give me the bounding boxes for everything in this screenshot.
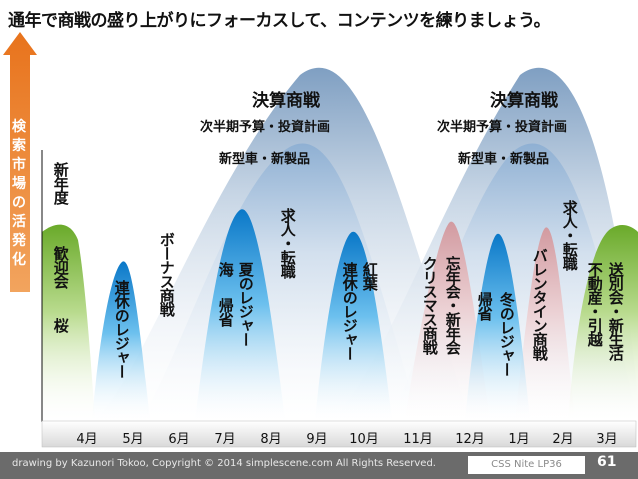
label-christmas-sale: クリスマス商戦 (420, 256, 439, 354)
blue-wave-autumn (315, 231, 392, 420)
month-label: 12月 (455, 432, 485, 447)
month-label: 5月 (122, 432, 144, 447)
label-winter-leisure: 冬のレジャー (497, 292, 516, 376)
pink-wave-christmas (405, 221, 490, 420)
label-summer-leisure: 夏のレジャー (236, 262, 255, 346)
month-label: 4月 (76, 432, 98, 447)
label-homecoming-summer: 帰省 (216, 298, 235, 326)
month-label: 3月 (596, 432, 618, 447)
green-wave-march (568, 225, 638, 420)
blue-wave-summer (195, 209, 285, 420)
x-axis-bar (41, 420, 637, 448)
big-wave-left-sub1: 次半期予算・投資計画 (200, 120, 331, 135)
big-wave-left-sub2: 新型車・新製品 (219, 152, 311, 167)
big-wave-right-sub2: 新型車・新製品 (458, 152, 550, 167)
big-wave-right-sub1: 次半期予算・投資計画 (437, 120, 568, 135)
label-winter-homecoming: 帰省 (475, 292, 494, 320)
label-year-end-parties: 忘年会・新年会 (443, 256, 462, 354)
month-label: 8月 (260, 432, 282, 447)
month-label: 6月 (168, 432, 190, 447)
label-new-fiscal-year: 新年度 (51, 162, 70, 204)
label-welcome-party: 歓迎会 (51, 246, 70, 288)
month-label: 10月 (349, 432, 379, 447)
page-title: 通年で商戦の盛り上がりにフォーカスして、コンテンツを練りましょう。 (8, 11, 551, 31)
label-job-transfer-1: 求人・転職 (278, 208, 297, 278)
label-cherry-blossom: 桜 (51, 318, 70, 332)
label-job-transfer-2: 求人・転職 (560, 200, 579, 270)
label-autumn-leisure: 連休のレジャー (340, 262, 359, 360)
copyright-text: drawing by Kazunori Tokoo, Copyright © 2… (12, 458, 436, 469)
month-label: 9月 (306, 432, 328, 447)
label-valentine-sale: バレンタイン商戦 (530, 248, 549, 360)
month-label: 2月 (552, 432, 574, 447)
green-wave-spring (42, 224, 95, 420)
big-wave-left-title: 決算商戦 (252, 91, 320, 111)
month-label: 1月 (508, 432, 530, 447)
month-label: 7月 (214, 432, 236, 447)
page-number: 61 (597, 454, 617, 470)
big-wave-right-title: 決算商戦 (490, 91, 558, 111)
month-label: 11月 (403, 432, 433, 447)
pink-wave-valentine (515, 227, 575, 420)
label-autumn-leaves: 紅葉 (360, 262, 379, 290)
label-sea: 海 (216, 262, 235, 276)
label-real-estate-moving: 不動産・引越 (585, 262, 604, 346)
blue-wave-gw (92, 261, 150, 420)
blue-wave-winter (465, 233, 530, 420)
demand-axis-arrow (3, 32, 37, 292)
label-bonus-sale: ボーナス商戦 (157, 232, 176, 316)
y-axis-label: 検 索 市 場 の 活 発 化 (12, 119, 26, 268)
label-farewell-new-life: 送別会・新生活 (606, 262, 625, 360)
label-gw-leisure: 連休のレジャー (112, 280, 131, 378)
event-name-badge: CSS Nite LP36 (468, 456, 585, 474)
